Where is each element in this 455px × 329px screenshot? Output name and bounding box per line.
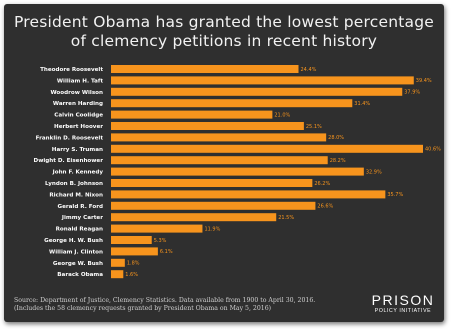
value-label-jimmy-carter: 21.5% bbox=[278, 215, 294, 221]
value-label-william-j-clinton: 6.1% bbox=[160, 249, 173, 255]
category-label-herbert-hoover: Herbert Hoover bbox=[54, 124, 103, 130]
bar-jimmy-carter bbox=[111, 213, 277, 222]
bar-john-f-kennedy bbox=[111, 167, 364, 176]
bar-warren-harding bbox=[111, 99, 353, 108]
category-label-gerald-r-ford: Gerald R. Ford bbox=[58, 204, 103, 210]
value-label-william-h-taft: 39.4% bbox=[416, 78, 432, 84]
category-label-warren-harding: Warren Harding bbox=[53, 101, 103, 107]
value-label-lyndon-b-johnson: 26.2% bbox=[314, 181, 330, 187]
bar-woodrow-wilson bbox=[111, 87, 403, 96]
bar-lyndon-b-johnson bbox=[111, 179, 313, 187]
title-line-2: of clemency petitions in recent history bbox=[70, 32, 378, 50]
bar-william-j-clinton bbox=[111, 247, 158, 256]
bar-calvin-coolidge bbox=[111, 110, 273, 119]
source-line-2: (Includes the 58 clemency requests grant… bbox=[14, 305, 272, 312]
category-label-harry-s-truman: Harry S. Truman bbox=[52, 147, 103, 153]
value-label-john-f-kennedy: 32.9% bbox=[366, 169, 382, 175]
bar-richard-m-nixon bbox=[111, 190, 386, 199]
category-label-theodore-roosevelt: Theodore Roosevelt bbox=[40, 67, 103, 73]
value-label-theodore-roosevelt: 24.4% bbox=[301, 67, 317, 73]
prison-policy-initiative-logo: PRISON POLICY INITIATIVE bbox=[368, 292, 438, 315]
infographic-card: President Obama has granted the lowest p… bbox=[4, 4, 444, 322]
bar-george-w-bush bbox=[111, 258, 125, 267]
category-label-dwight-d-eisenhower: Dwight D. Eisenhower bbox=[34, 158, 104, 164]
value-label-warren-harding: 31.4% bbox=[354, 101, 370, 107]
category-label-george-w-bush: George W. Bush bbox=[53, 261, 103, 267]
value-label-harry-s-truman: 40.6% bbox=[425, 147, 441, 153]
logo-subtitle: POLICY INITIATIVE bbox=[374, 308, 432, 314]
value-label-woodrow-wilson: 37.9% bbox=[404, 90, 420, 96]
title-line-1: President Obama has granted the lowest p… bbox=[13, 13, 434, 31]
chart-title: President Obama has granted the lowest p… bbox=[4, 13, 444, 51]
source-note: Source: Department of Justice, Clemency … bbox=[14, 297, 344, 313]
category-label-woodrow-wilson: Woodrow Wilson bbox=[50, 90, 103, 96]
bar-harry-s-truman bbox=[111, 144, 423, 153]
category-label-lyndon-b-johnson: Lyndon B. Johnson bbox=[45, 181, 103, 187]
category-label-jimmy-carter: Jimmy Carter bbox=[61, 215, 103, 221]
bar-barack-obama bbox=[111, 270, 124, 279]
bar-theodore-roosevelt bbox=[111, 65, 299, 73]
value-label-herbert-hoover: 25.1% bbox=[306, 124, 322, 130]
bar-dwight-d-eisenhower bbox=[111, 156, 328, 165]
category-label-barack-obama: Barack Obama bbox=[57, 272, 103, 278]
bar-franklin-d-roosevelt bbox=[111, 133, 327, 142]
value-label-dwight-d-eisenhower: 28.2% bbox=[330, 158, 346, 164]
category-label-william-h-taft: William H. Taft bbox=[57, 78, 103, 84]
bar-herbert-hoover bbox=[111, 122, 304, 130]
value-label-richard-m-nixon: 35.7% bbox=[387, 192, 403, 198]
value-label-barack-obama: 1.6% bbox=[125, 272, 138, 278]
value-label-george-w-bush: 1.8% bbox=[127, 261, 140, 267]
bar-gerald-r-ford bbox=[111, 201, 316, 210]
bar-chart: Theodore Roosevelt 24.4% William H. Taft 39… bbox=[34, 65, 441, 279]
value-label-george-h-w-bush: 5.3% bbox=[154, 238, 167, 244]
bar-george-h-w-bush bbox=[111, 236, 152, 244]
category-label-richard-m-nixon: Richard M. Nixon bbox=[49, 192, 103, 198]
bar-ronald-reagan bbox=[111, 224, 203, 233]
category-label-franklin-d-roosevelt: Franklin D. Roosevelt bbox=[36, 135, 104, 141]
value-label-gerald-r-ford: 26.6% bbox=[317, 204, 333, 210]
source-line-1: Source: Department of Justice, Clemency … bbox=[14, 297, 316, 304]
value-label-ronald-reagan: 11.9% bbox=[204, 226, 220, 232]
category-label-william-j-clinton: William J. Clinton bbox=[49, 249, 103, 255]
category-label-john-f-kennedy: John F. Kennedy bbox=[52, 170, 104, 176]
value-label-franklin-d-roosevelt: 28.0% bbox=[328, 135, 344, 141]
logo-wordmark: PRISON bbox=[371, 292, 435, 308]
value-label-calvin-coolidge: 21.0% bbox=[274, 112, 290, 118]
category-label-george-h-w-bush: George H. W. Bush bbox=[44, 238, 103, 244]
category-label-calvin-coolidge: Calvin Coolidge bbox=[54, 113, 103, 119]
category-label-ronald-reagan: Ronald Reagan bbox=[56, 227, 103, 233]
bar-william-h-taft bbox=[111, 76, 414, 85]
